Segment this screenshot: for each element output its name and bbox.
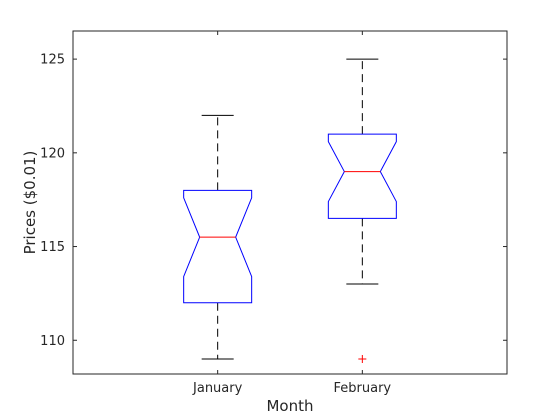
y-tick-label: 125 <box>40 53 65 68</box>
y-axis: 110 115 120 125 <box>40 53 507 349</box>
notched-box <box>183 189 253 304</box>
x-tick-label: January <box>192 381 243 396</box>
outlier-marker <box>358 355 367 364</box>
box-january <box>183 114 253 360</box>
x-tick-label: February <box>334 381 392 396</box>
axes-frame <box>72 30 508 375</box>
x-axis: January February <box>192 31 391 396</box>
y-tick-label: 110 <box>40 334 65 349</box>
box-february <box>327 58 397 364</box>
plot-area <box>183 58 397 364</box>
y-tick-label: 120 <box>40 146 65 161</box>
y-tick-label: 115 <box>40 240 65 255</box>
x-axis-label: Month <box>266 397 313 415</box>
notched-box <box>327 133 397 219</box>
y-axis-label: Prices ($0.01) <box>21 151 39 255</box>
